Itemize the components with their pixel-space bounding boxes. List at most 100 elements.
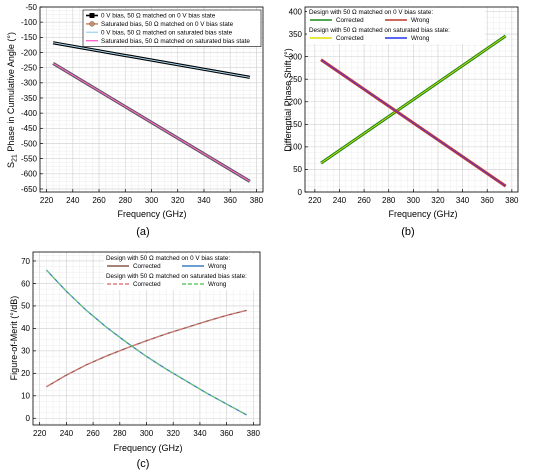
series-group <box>320 34 507 188</box>
x-tick-label: 300 <box>140 429 154 438</box>
y-tick-label: -50 <box>25 3 37 12</box>
series-line-1 <box>46 309 247 388</box>
legend-label: Saturated bias, 50 Ω matched on 0 V bias… <box>101 21 234 28</box>
y-tick-label: -350 <box>21 94 38 103</box>
legend-label: Saturated bias, 50 Ω matched on saturate… <box>101 38 250 45</box>
y-tick-label: -550 <box>21 154 38 163</box>
y-tick-label: -150 <box>21 33 38 42</box>
y-tick-label: 40 <box>21 324 30 333</box>
y-tick-label: -650 <box>21 185 38 194</box>
y-tick-label: -400 <box>21 109 38 118</box>
x-tick-label: 240 <box>66 196 80 205</box>
y-axis-label-part: S <box>6 162 16 168</box>
y-tick-label: 0 <box>298 188 303 197</box>
legend-box <box>104 254 259 290</box>
x-tick-label: 260 <box>86 429 100 438</box>
legend-label: Corrected <box>336 17 364 24</box>
y-tick-label: 30 <box>21 347 30 356</box>
x-tick-label: 360 <box>481 196 495 205</box>
x-tick-label: 300 <box>407 196 421 205</box>
y-axis-label: S21 Phase in Cumulative Angle (°) <box>6 32 19 168</box>
ticks: 220 240 260 280 300 320 340 360 380 0 50 100 150 200 2… <box>289 7 519 205</box>
legend: 0 V bias, 50 Ω matched on 0 V bias state… <box>82 9 262 47</box>
y-tick-label: -200 <box>21 48 38 57</box>
x-tick-label: 360 <box>224 196 238 205</box>
x-tick-label: 380 <box>250 196 264 205</box>
legend-label: 0 V bias, 50 Ω matched on saturated bias… <box>101 30 233 37</box>
chart-b: 220 240 260 280 300 320 340 360 380 0 50 100 150 200 2… <box>283 6 519 238</box>
x-axis-label: Frequency (GHz) <box>388 209 457 219</box>
y-tick-label: 0 <box>26 414 31 423</box>
x-tick-label: 300 <box>145 196 159 205</box>
y-tick-label: 250 <box>289 75 303 84</box>
x-tick-label: 340 <box>197 196 211 205</box>
chart-a: 220 240 260 280 300 320 340 360 380 -650 -600 -550 -… <box>6 3 264 238</box>
y-axis-label-part: 21 <box>12 154 19 162</box>
legend-label: Wrong <box>208 281 227 288</box>
series-line-1 <box>320 35 506 164</box>
x-tick-label: 240 <box>333 196 347 205</box>
legend-group-title: Design with 50 Ω matched on 0 V bias sta… <box>106 255 230 262</box>
y-tick-label: 20 <box>21 369 30 378</box>
legend: Design with 50 Ω matched on 0 V bias sta… <box>307 8 485 44</box>
x-tick-label: 320 <box>167 429 181 438</box>
y-tick-label: 150 <box>289 120 303 129</box>
series-group <box>45 269 247 416</box>
ticks: 220 240 260 280 300 320 340 360 380 -650 -600 -550 -… <box>21 3 264 205</box>
y-axis-label: Figure-of-Merit (°/dB) <box>9 296 19 381</box>
x-tick-label: 220 <box>308 196 322 205</box>
x-axis-label: Frequency (GHz) <box>113 443 182 453</box>
legend-label: Wrong <box>208 263 227 270</box>
y-tick-label: -450 <box>21 124 38 133</box>
y-tick-label: 100 <box>289 143 303 152</box>
x-tick-label: 320 <box>171 196 185 205</box>
legend: Design with 50 Ω matched on 0 V bias sta… <box>104 254 259 290</box>
ticks: 220 240 260 280 300 320 340 360 380 0 10 20 30 40 50 60… <box>21 257 260 438</box>
legend-label: Corrected <box>336 35 364 42</box>
x-tick-label: 280 <box>382 196 396 205</box>
x-tick-label: 240 <box>60 429 74 438</box>
y-tick-label: 10 <box>21 392 30 401</box>
x-tick-label: 260 <box>92 196 106 205</box>
x-tick-label: 340 <box>193 429 207 438</box>
x-tick-label: 280 <box>119 196 133 205</box>
x-tick-label: 380 <box>247 429 261 438</box>
panel-label: (b) <box>401 226 414 238</box>
x-tick-label: 220 <box>33 429 47 438</box>
legend-label: Wrong <box>411 35 430 42</box>
series-line-3 <box>320 59 506 187</box>
y-tick-label: -300 <box>21 79 38 88</box>
series-line-3 <box>45 269 247 416</box>
y-axis-label: Differential Phase Shift (°) <box>283 48 293 151</box>
y-tick-label: -500 <box>21 139 38 148</box>
x-tick-label: 260 <box>357 196 371 205</box>
panel-label: (c) <box>137 458 150 470</box>
series-line-3 <box>52 62 251 182</box>
x-tick-label: 380 <box>505 196 519 205</box>
y-tick-label: -250 <box>21 63 38 72</box>
axes-frame <box>304 6 519 193</box>
y-axis-label-part: Phase in Cumulative Angle (°) <box>6 32 16 154</box>
y-tick-label: 70 <box>21 257 30 266</box>
legend-group-title: Design with 50 Ω matched on 0 V bias sta… <box>309 9 433 16</box>
legend-group-title: Design with 50 Ω matched on saturated bi… <box>106 273 247 280</box>
y-tick-label: 300 <box>289 52 303 61</box>
legend-label: 0 V bias, 50 Ω matched on 0 V bias state <box>101 13 216 20</box>
y-tick-label: 50 <box>21 302 30 311</box>
x-tick-label: 360 <box>220 429 234 438</box>
legend-label: Corrected <box>133 281 161 288</box>
y-tick-label: 350 <box>289 30 303 39</box>
legend-label: Corrected <box>133 263 161 270</box>
y-tick-label: -100 <box>21 18 38 27</box>
legend-box <box>82 9 262 47</box>
x-axis-label: Frequency (GHz) <box>117 209 186 219</box>
y-tick-label: -600 <box>21 170 38 179</box>
x-tick-label: 340 <box>456 196 470 205</box>
series-group <box>52 41 251 183</box>
y-tick-label: 60 <box>21 279 30 288</box>
panel-label: (a) <box>136 226 149 238</box>
x-tick-label: 280 <box>113 429 127 438</box>
legend-marker-square <box>89 13 95 18</box>
chart-c: 220 240 260 280 300 320 340 360 380 0 10 20 30 40 50 60… <box>9 251 261 470</box>
